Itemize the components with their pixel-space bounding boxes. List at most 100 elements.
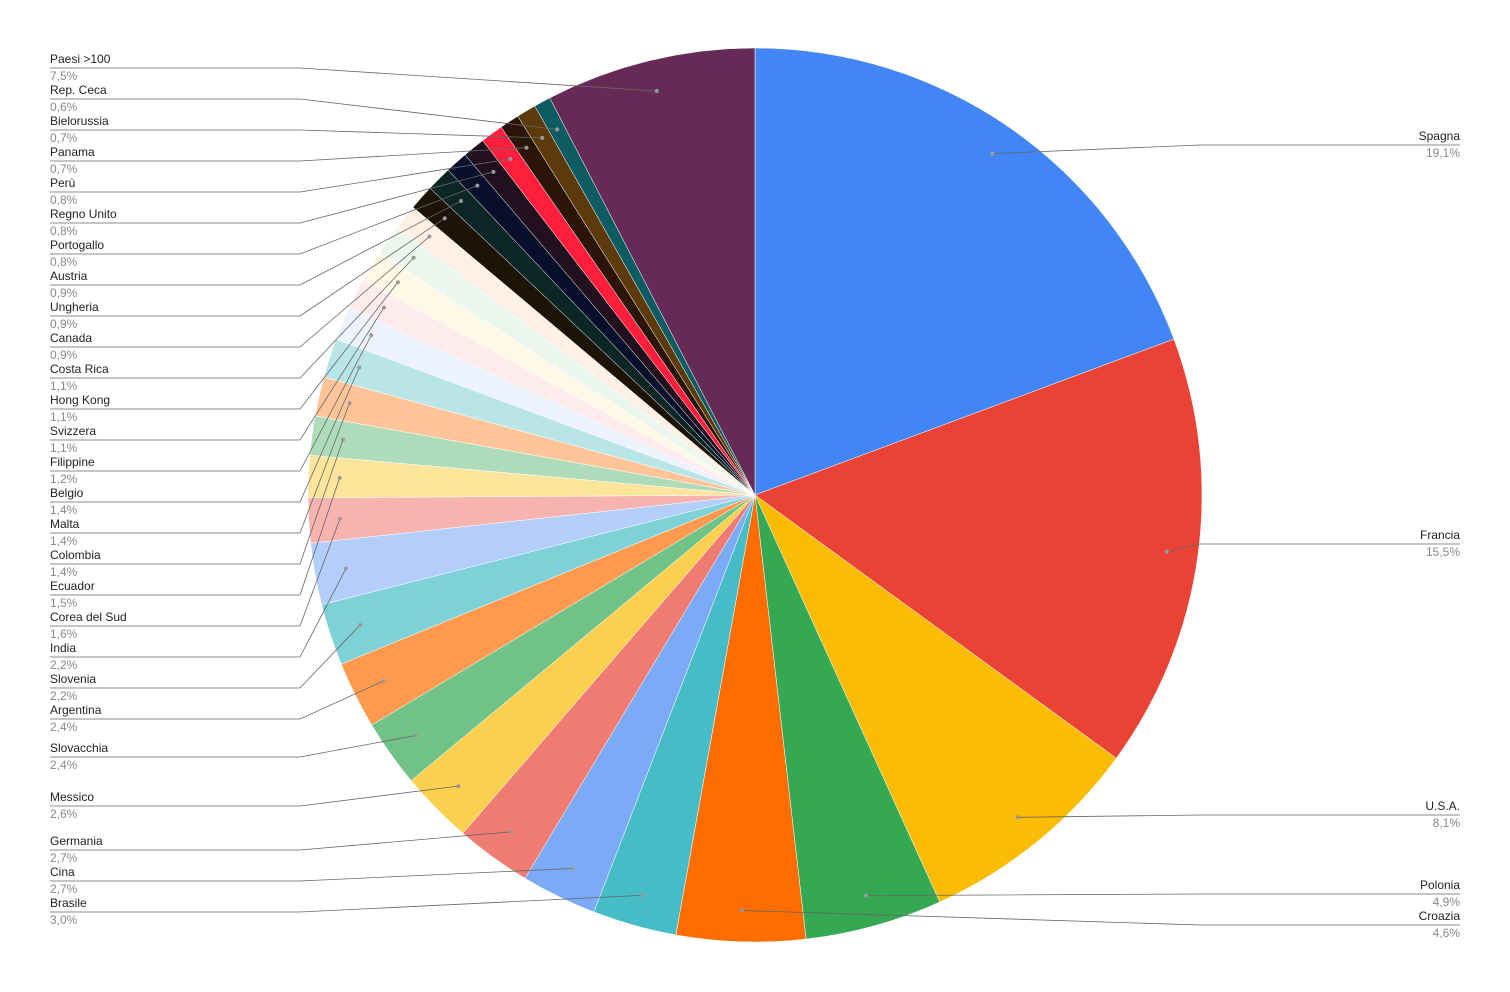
slice-value: 1,4%: [50, 534, 78, 548]
slice-label: Argentina: [50, 703, 102, 717]
slice-value: 0,8%: [50, 193, 78, 207]
leader-line: [50, 785, 459, 807]
slice-value: 1,1%: [50, 441, 78, 455]
slice-value: 0,8%: [50, 255, 78, 269]
slice-value: 0,8%: [50, 224, 78, 238]
leader-dot: [739, 908, 744, 913]
leader-line: [50, 518, 341, 627]
slice-label: Svizzera: [50, 424, 96, 438]
slice-value: 2,4%: [50, 758, 78, 772]
leader-dot: [413, 733, 418, 738]
slice-label: Perù: [50, 176, 75, 190]
leader-line: [50, 158, 511, 193]
leader-dot: [358, 622, 363, 627]
leader-line: [50, 147, 527, 162]
slice-value: 2,7%: [50, 851, 78, 865]
slice-label: Costa Rica: [50, 362, 109, 376]
slice-value: 2,4%: [50, 720, 78, 734]
slice-value: 1,1%: [50, 410, 78, 424]
slice-value: 4,6%: [1433, 926, 1461, 940]
leader-dot: [570, 866, 575, 871]
slice-value: 4,9%: [1433, 895, 1461, 909]
slice-value: 15,5%: [1426, 545, 1460, 559]
slice-label: Canada: [50, 331, 92, 345]
leader-line: [50, 218, 445, 317]
slice-label: Slovacchia: [50, 741, 108, 755]
leader-line: [50, 735, 416, 758]
slice-value: 1,6%: [50, 627, 78, 641]
leader-dot: [357, 365, 362, 370]
slice-label: Hong Kong: [50, 393, 110, 407]
leader-dot: [508, 156, 513, 161]
slice-value: 0,6%: [50, 100, 78, 114]
leader-line: [50, 894, 643, 913]
leader-line: [50, 185, 478, 255]
leader-line: [50, 281, 399, 410]
slice-value: 7,5%: [50, 69, 78, 83]
leader-dot: [343, 566, 348, 571]
leader-line: [50, 624, 361, 689]
leader-dot: [395, 280, 400, 285]
leader-dot: [456, 784, 461, 789]
slice-value: 2,2%: [50, 658, 78, 672]
leader-dot: [1164, 549, 1169, 554]
leader-dot: [640, 893, 645, 898]
leader-line: [50, 98, 558, 130]
leader-line: [50, 439, 344, 565]
leader-dot: [524, 145, 529, 150]
slice-label: Messico: [50, 790, 94, 804]
slice-label: Filippine: [50, 455, 95, 469]
slice-label: Austria: [50, 269, 88, 283]
slice-label: Francia: [1420, 528, 1460, 542]
slice-value: 1,5%: [50, 596, 78, 610]
leader-dot: [381, 679, 386, 684]
leader-line: [50, 67, 657, 92]
leader-dot: [369, 333, 374, 338]
leader-line: [50, 236, 430, 348]
leader-dot: [990, 151, 995, 156]
slice-label: Belgio: [50, 486, 84, 500]
leader-dot: [540, 135, 545, 140]
leader-line: [50, 200, 462, 286]
slice-value: 0,7%: [50, 131, 78, 145]
slice-value: 0,7%: [50, 162, 78, 176]
leader-line: [50, 367, 360, 503]
leader-dot: [337, 516, 342, 521]
slice-label: Colombia: [50, 548, 101, 562]
leader-line: [50, 568, 347, 658]
slice-label: Ecuador: [50, 579, 95, 593]
slice-value: 0,9%: [50, 286, 78, 300]
slice-value: 3,0%: [50, 913, 78, 927]
leader-dot: [381, 305, 386, 310]
leader-dot: [442, 216, 447, 221]
leader-line: [1166, 543, 1460, 553]
leader-dot: [459, 199, 464, 204]
pie-slice: [549, 47, 756, 496]
slice-label: Rep. Ceca: [50, 83, 107, 97]
leader-dot: [411, 255, 416, 260]
leader-line: [50, 257, 414, 379]
slice-label: Regno Unito: [50, 207, 117, 221]
leader-dot: [863, 893, 868, 898]
slice-value: 19,1%: [1426, 146, 1460, 160]
slice-label: Panama: [50, 145, 95, 159]
slice-value: 2,2%: [50, 689, 78, 703]
slice-value: 2,6%: [50, 807, 78, 821]
slice-label: Paesi >100: [50, 52, 111, 66]
slice-label: Slovenia: [50, 672, 96, 686]
leader-dot: [347, 401, 352, 406]
slice-label: India: [50, 641, 76, 655]
slice-value: 1,1%: [50, 379, 78, 393]
leader-line: [50, 335, 372, 472]
slice-value: 8,1%: [1433, 816, 1461, 830]
leader-line: [992, 144, 1460, 155]
slice-label: Ungheria: [50, 300, 99, 314]
slice-label: Portogallo: [50, 238, 104, 252]
slice-value: 1,4%: [50, 565, 78, 579]
slice-label: Malta: [50, 517, 80, 531]
pie-slice: [754, 338, 1203, 759]
leader-dot: [340, 437, 345, 442]
slice-label: Cina: [50, 865, 75, 879]
leader-dot: [555, 127, 560, 132]
